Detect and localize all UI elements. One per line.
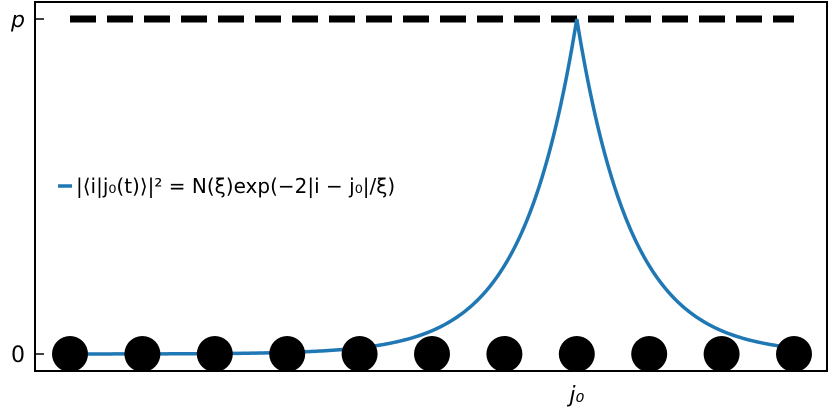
y-tick-label-0: 0 <box>11 343 25 368</box>
site-marker-9 <box>703 336 740 372</box>
site-marker-7 <box>558 336 595 372</box>
legend: |⟨i|j₀(t)⟩|² = N(ξ)exp(−2|i − j₀|/ξ) <box>58 174 395 198</box>
decay-curve <box>70 18 795 356</box>
site-marker-2 <box>196 336 233 372</box>
site-markers <box>52 336 812 372</box>
legend-label: |⟨i|j₀(t)⟩|² = N(ξ)exp(−2|i − j₀|/ξ) <box>76 174 395 198</box>
site-marker-0 <box>52 336 88 372</box>
curve-line <box>70 18 795 356</box>
site-marker-8 <box>631 336 668 372</box>
axis-ticks: 0 p j₀ <box>10 8 584 408</box>
y-tick-label-1: p <box>10 8 25 33</box>
site-marker-3 <box>269 336 306 372</box>
x-tick-label-0: j₀ <box>566 383 584 408</box>
site-marker-1 <box>124 336 161 372</box>
site-marker-6 <box>486 336 523 372</box>
site-marker-10 <box>776 336 812 372</box>
site-marker-5 <box>414 336 450 372</box>
site-marker-4 <box>341 336 378 372</box>
